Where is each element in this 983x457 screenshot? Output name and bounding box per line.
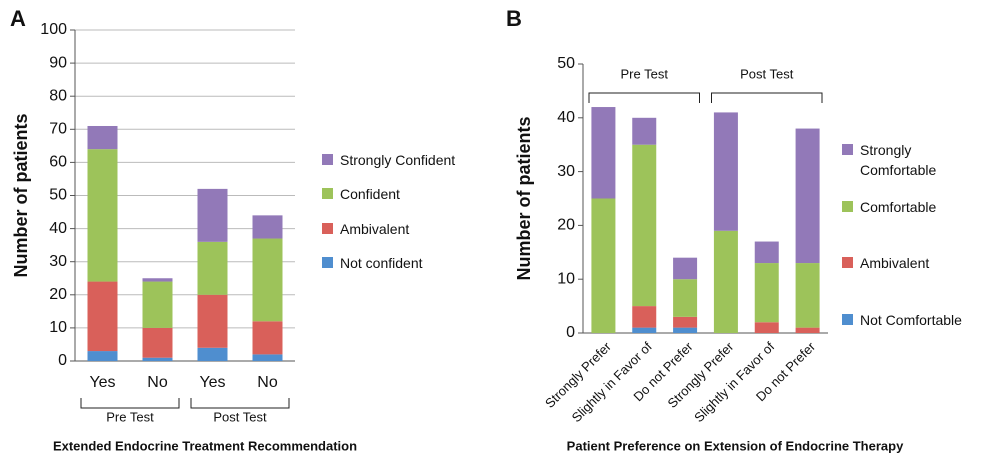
legend-swatch xyxy=(842,201,853,212)
bar-segment xyxy=(632,327,657,333)
group-bracket xyxy=(588,92,700,103)
bar-segment xyxy=(252,238,283,322)
bar-segment xyxy=(632,117,657,145)
legend-box: Strongly Confident xyxy=(340,152,456,168)
bar-segment xyxy=(197,294,228,348)
legend-label: Strongly Confident xyxy=(340,152,456,168)
bar-segment xyxy=(754,241,779,264)
legend-swatch xyxy=(322,154,333,165)
y-tick-label: 50 xyxy=(557,55,575,72)
bar-segment xyxy=(142,327,173,358)
group-bracket xyxy=(80,398,180,409)
bar-segment xyxy=(754,263,779,323)
y-tick-label: 60 xyxy=(49,154,67,171)
legend-label: Ambivalent xyxy=(340,221,410,237)
legend-label: Comfortable xyxy=(860,199,937,215)
legend-label: Not confident xyxy=(340,255,423,271)
y-tick-label: 20 xyxy=(557,217,575,234)
bar-segment xyxy=(87,125,118,150)
x-tick-label: Yes xyxy=(89,374,115,391)
bar-segment xyxy=(795,327,820,333)
bar-segment xyxy=(142,281,173,328)
bar-segment xyxy=(197,347,228,361)
bar-segment xyxy=(197,188,228,242)
bar-segment xyxy=(673,279,698,317)
group-label: Post Test xyxy=(213,409,267,424)
legend-swatch xyxy=(842,144,853,155)
bar-segment xyxy=(87,351,118,361)
legend-box: Strongly Comfortable xyxy=(860,142,937,178)
legend-box: Not confident xyxy=(340,255,423,271)
group-label: Post Test xyxy=(740,66,794,81)
bar-segment xyxy=(713,112,738,231)
group-label: Pre Test xyxy=(621,66,669,81)
legend-swatch xyxy=(842,257,853,268)
y-tick-label: 40 xyxy=(557,109,575,126)
bar-segment xyxy=(142,357,173,361)
bar-segment xyxy=(713,230,738,333)
x-tick-label: No xyxy=(147,374,168,391)
bar-segment xyxy=(252,215,283,239)
chart-title: Patient Preference on Extension of Endoc… xyxy=(567,438,904,453)
bar-segment xyxy=(795,263,820,328)
bar-segment xyxy=(591,198,616,333)
bar-segment xyxy=(795,128,820,264)
legend-label: Ambivalent xyxy=(860,255,930,271)
y-tick-label: 0 xyxy=(58,352,67,369)
y-axis-title: Number of patients xyxy=(11,113,31,277)
legend-box: Ambivalent xyxy=(860,255,930,271)
panel-label: A xyxy=(10,6,26,31)
bar-segment xyxy=(87,149,118,282)
y-tick-label: 10 xyxy=(49,319,67,336)
bar-segment xyxy=(252,354,283,361)
y-tick-label: 10 xyxy=(557,270,575,287)
y-axis-title: Number of patients xyxy=(514,116,534,280)
legend-swatch xyxy=(322,257,333,268)
legend-swatch xyxy=(322,223,333,234)
legend-box: Confident xyxy=(340,186,400,202)
legend-box: Ambivalent xyxy=(340,221,410,237)
group-bracket xyxy=(711,92,823,103)
y-tick-label: 100 xyxy=(40,21,67,38)
bar-segment xyxy=(673,327,698,333)
y-tick-label: 70 xyxy=(49,121,67,138)
y-tick-label: 20 xyxy=(49,286,67,303)
panel-label: B xyxy=(506,6,522,31)
y-tick-label: 50 xyxy=(49,187,67,204)
x-tick-label: Yes xyxy=(199,374,225,391)
legend-label: Confident xyxy=(340,186,400,202)
legend-box: Comfortable xyxy=(860,199,937,215)
bar-segment xyxy=(252,321,283,355)
bar-segment xyxy=(754,322,779,333)
bar-segment xyxy=(632,144,657,307)
bar-segment xyxy=(591,107,616,199)
bar-segment xyxy=(632,306,657,328)
bar-segment xyxy=(87,281,118,352)
bar-segment xyxy=(673,316,698,328)
y-tick-label: 90 xyxy=(49,54,67,71)
y-tick-label: 80 xyxy=(49,87,67,104)
group-bracket xyxy=(190,398,290,409)
group-label: Pre Test xyxy=(106,409,154,424)
legend-swatch xyxy=(322,188,333,199)
y-tick-label: 30 xyxy=(557,163,575,180)
y-tick-label: 30 xyxy=(49,253,67,270)
chart-title: Extended Endocrine Treatment Recommendat… xyxy=(53,438,357,453)
legend-label: Not Comfortable xyxy=(860,312,962,328)
bar-segment xyxy=(142,278,173,282)
y-tick-label: 0 xyxy=(566,324,575,341)
legend-label: Strongly Comfortable xyxy=(860,142,937,178)
y-tick-label: 40 xyxy=(49,220,67,237)
x-tick-label: No xyxy=(257,374,278,391)
legend-box: Not Comfortable xyxy=(860,312,962,328)
legend-swatch xyxy=(842,314,853,325)
bar-segment xyxy=(673,257,698,280)
bar-segment xyxy=(197,241,228,295)
